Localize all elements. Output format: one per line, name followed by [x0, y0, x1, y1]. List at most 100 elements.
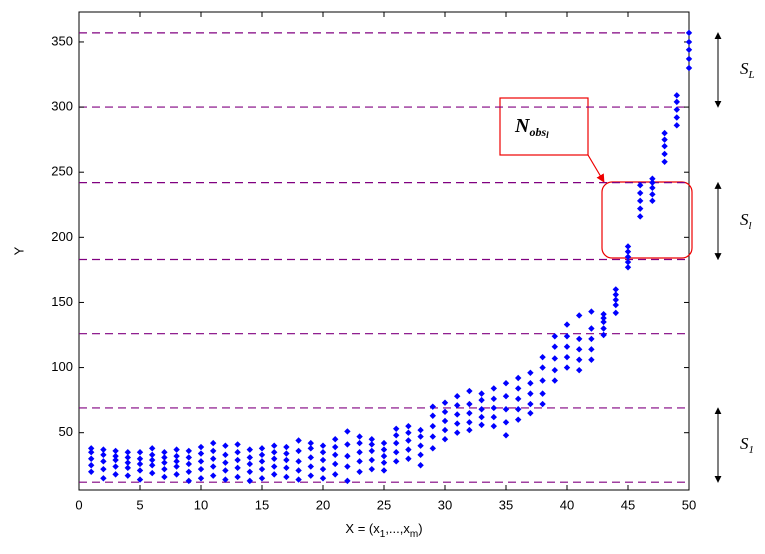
point: [661, 150, 668, 158]
point: [454, 411, 461, 418]
point: [185, 477, 192, 485]
point: [210, 472, 217, 479]
point: [600, 325, 607, 332]
point: [429, 433, 436, 440]
point: [356, 468, 363, 475]
x-tick-label: 25: [377, 497, 391, 512]
point: [332, 451, 339, 459]
point: [100, 446, 107, 453]
point: [417, 426, 424, 434]
point: [295, 476, 302, 483]
point: [319, 456, 327, 464]
point: [295, 458, 302, 465]
point: [161, 454, 168, 461]
point: [246, 460, 253, 468]
point: [637, 197, 644, 205]
point: [88, 445, 95, 452]
bracket-label: S1: [740, 434, 754, 456]
point: [222, 459, 229, 466]
point: [124, 472, 131, 479]
point: [185, 460, 192, 468]
point: [649, 175, 656, 182]
point: [454, 402, 461, 409]
point: [258, 458, 266, 465]
point: [649, 197, 656, 205]
highlight-box: [601, 181, 693, 259]
point: [356, 433, 363, 440]
point: [271, 455, 278, 462]
point: [100, 465, 107, 473]
point: [319, 449, 327, 456]
point: [332, 460, 339, 468]
x-axis-label-part: ,...,x: [385, 521, 410, 536]
annotation: Nobsl: [514, 115, 549, 140]
point: [490, 385, 497, 392]
point: [441, 399, 449, 406]
point: [539, 353, 546, 361]
point: [161, 465, 168, 473]
point: [685, 64, 693, 72]
point: [100, 475, 107, 482]
point: [551, 333, 558, 340]
point: [124, 459, 131, 466]
point: [502, 393, 510, 400]
point: [356, 458, 363, 465]
bracket-label-sub: L: [748, 68, 755, 80]
point: [161, 473, 168, 481]
point: [563, 321, 571, 328]
point: [478, 421, 485, 429]
point: [197, 465, 205, 473]
point: [88, 462, 95, 469]
point: [149, 451, 156, 459]
point: [283, 443, 290, 451]
bracket-label-text: S: [740, 434, 749, 453]
point: [612, 309, 619, 317]
point: [210, 463, 217, 470]
point: [588, 325, 595, 332]
point: [417, 442, 424, 449]
point: [319, 465, 327, 473]
point: [210, 439, 217, 447]
point: [637, 213, 644, 220]
plot-frame: [78, 11, 690, 491]
point: [441, 426, 449, 434]
point: [283, 464, 290, 472]
point: [197, 475, 205, 482]
y-tick-label: 150: [51, 294, 73, 309]
x-tick-label: 45: [621, 497, 635, 512]
point: [490, 413, 497, 421]
point: [417, 462, 424, 469]
point: [185, 447, 192, 455]
point: [551, 377, 558, 384]
bracket-label-sub: 1: [749, 444, 755, 456]
point: [429, 445, 436, 452]
point: [271, 471, 278, 478]
point: [551, 366, 558, 374]
point: [539, 390, 546, 397]
point: [161, 459, 168, 466]
x-axis-label-part: m: [410, 529, 418, 540]
point: [454, 393, 461, 400]
point: [637, 189, 644, 197]
point: [393, 425, 400, 432]
point: [502, 379, 510, 387]
point: [441, 417, 449, 425]
point: [612, 291, 619, 298]
point: [576, 335, 583, 343]
point: [563, 333, 571, 340]
point: [210, 455, 217, 462]
point: [624, 253, 632, 261]
point: [393, 449, 400, 456]
point: [685, 29, 693, 37]
y-tick-label: 250: [51, 164, 73, 179]
point: [490, 404, 497, 412]
point: [319, 475, 327, 482]
point: [185, 454, 192, 461]
point: [319, 442, 327, 449]
point: [515, 406, 522, 413]
point: [173, 471, 180, 478]
point: [356, 439, 363, 447]
point: [173, 446, 180, 453]
